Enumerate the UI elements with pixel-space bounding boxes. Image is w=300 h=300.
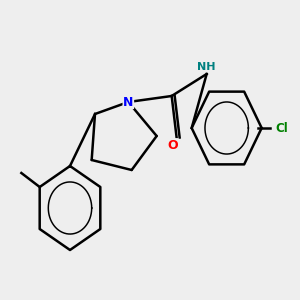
Text: Cl: Cl	[276, 122, 288, 134]
Text: N: N	[123, 95, 134, 109]
Text: O: O	[167, 139, 178, 152]
Text: NH: NH	[197, 62, 216, 72]
